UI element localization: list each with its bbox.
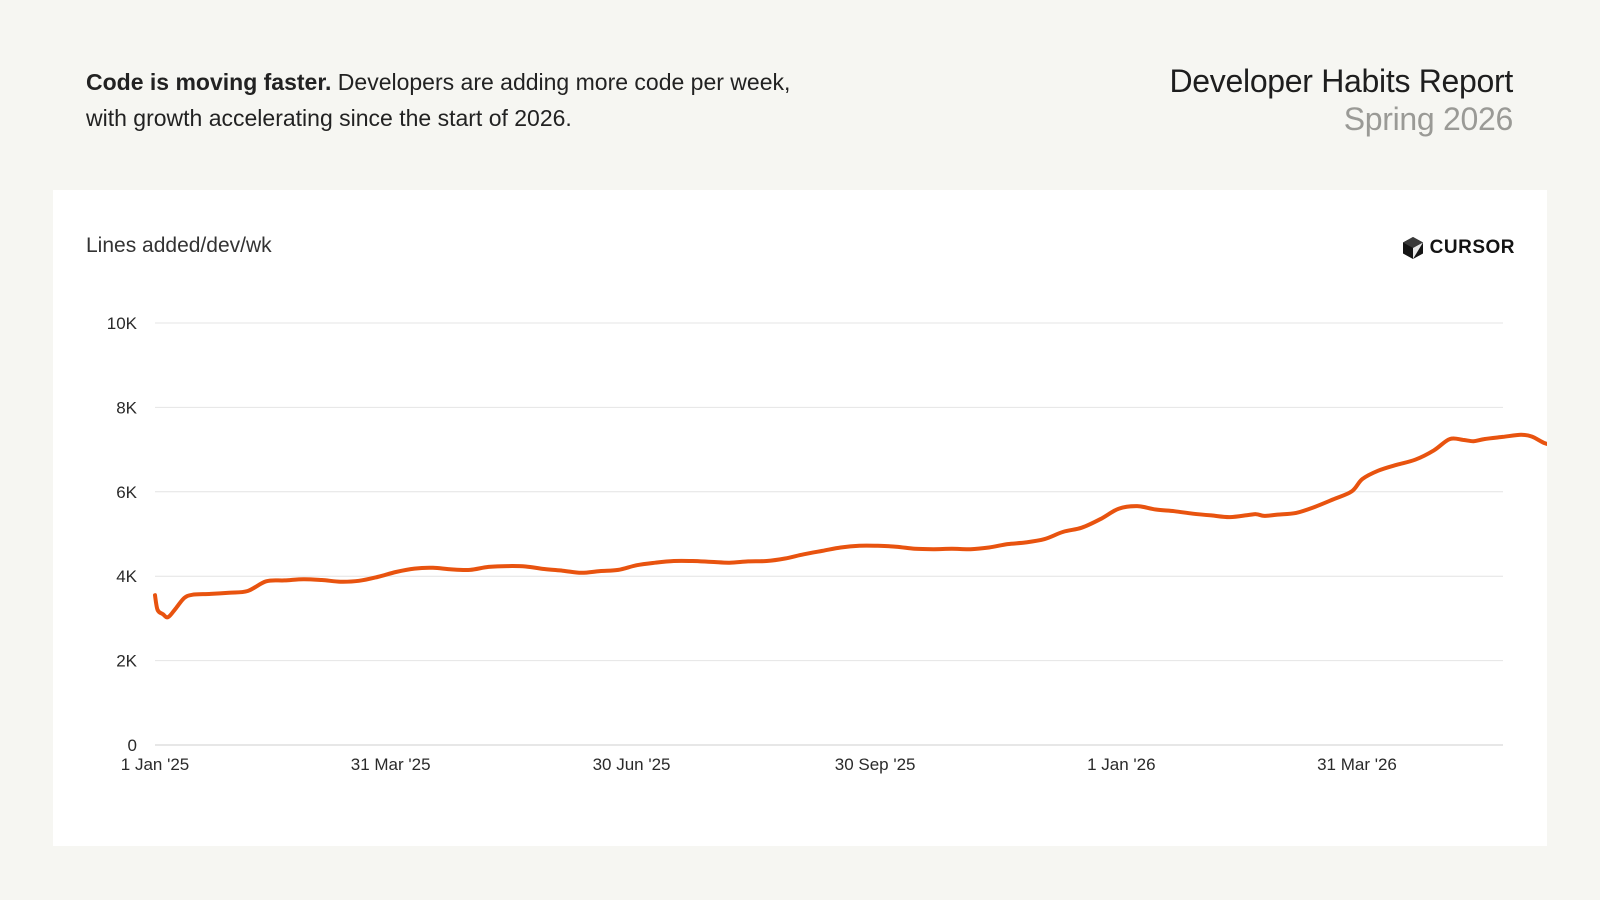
x-tick-label: 30 Sep '25 [835, 755, 916, 774]
report-heading: Developer Habits Report Spring 2026 [1170, 62, 1514, 138]
headline-bold: Code is moving faster. [86, 69, 332, 95]
y-tick-label: 0 [128, 736, 137, 755]
headline-rest: Developers are adding more code per week… [86, 69, 791, 131]
chart-card: Lines added/dev/wk CURSOR 0 2K 4K 6K 8K 10K 1 … [53, 190, 1547, 846]
x-tick-label: 31 Mar '25 [351, 755, 431, 774]
report-title: Developer Habits Report [1169, 63, 1514, 99]
y-tick-label: 4K [116, 567, 137, 586]
headline: Code is moving faster. Developers are ad… [86, 64, 806, 136]
x-tick-label: 1 Jan '26 [1087, 755, 1155, 774]
line-chart: 0 2K 4K 6K 8K 10K 1 Jan '25 31 Mar '25 30 Jun '2… [107, 314, 1547, 774]
y-tick-label: 10K [107, 314, 138, 333]
y-axis-title: Lines added/dev/wk [86, 234, 272, 257]
x-tick-label: 31 Mar '26 [1317, 755, 1397, 774]
report-subtitle: Spring 2026 [1343, 101, 1514, 137]
y-tick-label: 8K [116, 398, 137, 417]
x-tick-label: 30 Jun '25 [593, 755, 671, 774]
y-tick-label: 6K [116, 483, 137, 502]
brand-name: CURSOR [1429, 237, 1515, 258]
y-tick-label: 2K [116, 652, 137, 671]
brand-logo: CURSOR [1402, 236, 1515, 260]
x-tick-label: 1 Jan '25 [121, 755, 189, 774]
cursor-cube-icon [1402, 237, 1423, 259]
series-line [153, 432, 1547, 620]
